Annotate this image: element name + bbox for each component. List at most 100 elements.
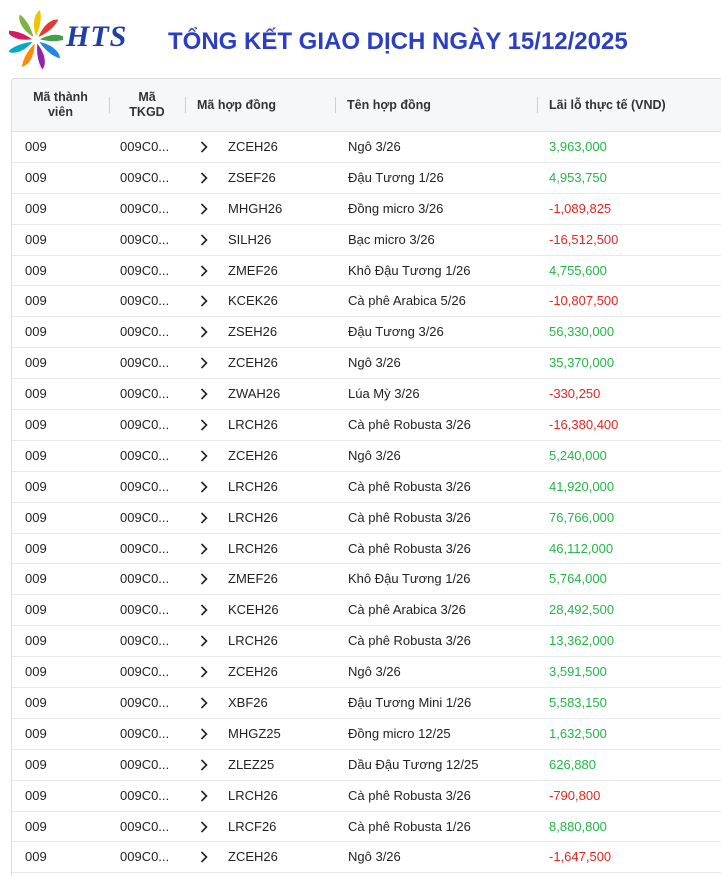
chevron-right-icon[interactable] (200, 317, 212, 347)
table-body: 009 009C0... ZCEH26 Ngô 3/26 3,963,000 009 009… (12, 132, 721, 874)
column-header-account[interactable]: Mã TKGD (109, 79, 185, 131)
column-header-member[interactable]: Mã thành viên (33, 90, 88, 119)
account-code: 009C0... (120, 139, 170, 154)
table-row[interactable]: 009 009C0... ZSEH26 Đậu Tương 3/26 56,330,00… (12, 317, 721, 349)
table-row[interactable]: 009 009C0... ZWAH26 Lúa Mỳ 3/26 -330,250 (12, 379, 721, 411)
table-row[interactable]: 009 009C0... ZLEZ25 Dầu Đậu Tương 12/25 626,… (12, 750, 721, 781)
chevron-right-icon[interactable] (200, 503, 212, 533)
table-row[interactable]: 009 009C0... ZCEH26 Ngô 3/26 35,370,000 (12, 348, 721, 380)
realized-pnl: 1,632,500 (549, 725, 607, 741)
table-row[interactable]: 009 009C0... ZSEF26 Đậu Tương 1/26 4,953,750 (12, 163, 721, 194)
table-row[interactable]: 009 009C0... ZMEF26 Khô Đậu Tương 1/26 5,764… (12, 564, 721, 596)
chevron-right-icon[interactable] (200, 441, 212, 471)
contract-code: ZCEH26 (228, 355, 278, 371)
chevron-right-icon[interactable] (200, 842, 212, 872)
contract-name: Ngô 3/26 (348, 664, 401, 680)
table-row[interactable]: 009 009C0... ZCEH26 Ngô 3/26 -1,647,500 (12, 842, 721, 874)
contract-name: Cà phê Arabica 5/26 (348, 293, 466, 309)
member-code: 009 (25, 293, 47, 309)
contract-name: Cà phê Robusta 3/26 (348, 417, 471, 433)
member-code: 009 (25, 447, 47, 463)
chevron-right-icon[interactable] (200, 286, 212, 316)
chevron-right-icon[interactable] (200, 657, 212, 687)
table-row[interactable]: 009 009C0... LRCH26 Cà phê Robusta 3/26 13,3… (12, 626, 721, 658)
realized-pnl: -1,647,500 (549, 849, 612, 865)
account-code: 009C0... (120, 355, 170, 371)
table-row[interactable]: 009 009C0... ZMEF26 Khô Đậu Tương 1/26 4,755… (12, 256, 721, 287)
realized-pnl: -790,800 (549, 787, 601, 803)
chevron-right-icon[interactable] (200, 626, 212, 656)
table-row[interactable]: 009 009C0... LRCH26 Cà phê Robusta 3/26 46,1… (12, 534, 721, 565)
table-row[interactable]: 009 009C0... MHGH26 Đồng micro 3/26 -1,089,8… (12, 194, 721, 225)
table-row[interactable]: 009 009C0... LRCH26 Cà phê Robusta 3/26 41,9… (12, 472, 721, 503)
chevron-right-icon[interactable] (200, 132, 212, 162)
table-row[interactable]: 009 009C0... LRCH26 Cà phê Robusta 3/26 76,7… (12, 503, 721, 534)
account-code: 009C0... (120, 200, 170, 216)
contract-code: LRCF26 (228, 818, 277, 834)
contract-name: Cà phê Robusta 3/26 (348, 633, 471, 649)
contract-code: ZSEH26 (228, 324, 278, 340)
member-code: 009 (25, 540, 47, 556)
chevron-right-icon[interactable] (200, 225, 212, 255)
realized-pnl: 76,766,000 (549, 509, 615, 525)
contract-name: Khô Đậu Tương 1/26 (348, 571, 471, 587)
chevron-right-icon[interactable] (200, 472, 212, 502)
realized-pnl: 46,112,000 (549, 540, 614, 556)
account-code: 009C0... (120, 386, 170, 402)
table-row[interactable]: 009 009C0... LRCH26 Cà phê Robusta 3/26 -790… (12, 781, 721, 812)
table-row[interactable]: 009 009C0... ZCEH26 Ngô 3/26 3,591,500 (12, 657, 721, 689)
chevron-right-icon[interactable] (200, 379, 212, 409)
table-row[interactable]: 009 009C0... MHGZ25 Đồng micro 12/25 1,632,5… (12, 719, 721, 750)
member-code: 009 (25, 169, 47, 185)
chevron-right-icon[interactable] (200, 719, 212, 749)
table-row[interactable]: 009 009C0... SILH26 Bạc micro 3/26 -16,512,5… (12, 225, 721, 256)
member-code: 009 (25, 324, 47, 340)
contract-name: Cà phê Robusta 3/26 (348, 540, 471, 556)
chevron-right-icon[interactable] (200, 534, 212, 564)
chevron-right-icon[interactable] (200, 410, 212, 440)
table-row[interactable]: 009 009C0... KCEK26 Cà phê Arabica 5/26 -10,… (12, 286, 721, 318)
chevron-right-icon[interactable] (200, 688, 212, 718)
chevron-right-icon[interactable] (200, 256, 212, 286)
table-row[interactable]: 009 009C0... ZCEH26 Ngô 3/26 5,240,000 (12, 441, 721, 472)
contract-name: Đồng micro 12/25 (348, 725, 451, 741)
table-header: Mã thành viên Mã TKGD Mã hợp đồng Tên hợ… (12, 79, 721, 132)
account-code: 009C0... (120, 602, 170, 618)
member-code: 009 (25, 355, 47, 371)
contract-name: Lúa Mỳ 3/26 (348, 386, 420, 402)
member-code: 009 (25, 509, 47, 525)
chevron-right-icon[interactable] (200, 812, 212, 842)
column-separator (185, 97, 186, 113)
chevron-right-icon[interactable] (200, 595, 212, 625)
contract-code: XBF26 (228, 695, 268, 711)
chevron-right-icon[interactable] (200, 194, 212, 224)
column-header-contract-name[interactable]: Tên hợp đồng (335, 79, 537, 131)
account-code: 009C0... (120, 262, 170, 278)
hts-logo-icon (9, 10, 63, 70)
chevron-right-icon[interactable] (200, 163, 212, 193)
contract-code: ZCEH26 (228, 849, 278, 865)
member-code: 009 (25, 756, 47, 772)
column-header-contract-code[interactable]: Mã hợp đồng (185, 79, 335, 131)
account-code: 009C0... (120, 633, 170, 649)
account-code: 009C0... (120, 293, 170, 309)
account-code: 009C0... (120, 169, 170, 185)
chevron-right-icon[interactable] (200, 348, 212, 378)
column-header-pnl[interactable]: Lãi lỗ thực tế (VND) (537, 79, 721, 131)
contract-code: MHGZ25 (228, 725, 281, 741)
account-code: 009C0... (120, 787, 170, 803)
contract-code: ZCEH26 (228, 139, 278, 154)
chevron-right-icon[interactable] (200, 781, 212, 811)
contract-code: KCEH26 (228, 602, 279, 618)
contract-name: Cà phê Robusta 3/26 (348, 478, 471, 494)
table-row[interactable]: 009 009C0... LRCH26 Cà phê Robusta 3/26 -16,… (12, 410, 721, 441)
realized-pnl: 4,755,600 (549, 262, 607, 278)
member-code: 009 (25, 725, 47, 741)
contract-name: Dầu Đậu Tương 12/25 (348, 756, 479, 772)
table-row[interactable]: 009 009C0... LRCF26 Cà phê Robusta 1/26 8,88… (12, 812, 721, 843)
table-row[interactable]: 009 009C0... ZCEH26 Ngô 3/26 3,963,000 (12, 132, 721, 163)
table-row[interactable]: 009 009C0... XBF26 Đậu Tương Mini 1/26 5,583… (12, 688, 721, 719)
chevron-right-icon[interactable] (200, 564, 212, 594)
table-row[interactable]: 009 009C0... KCEH26 Cà phê Arabica 3/26 28,4… (12, 595, 721, 627)
chevron-right-icon[interactable] (200, 750, 212, 780)
